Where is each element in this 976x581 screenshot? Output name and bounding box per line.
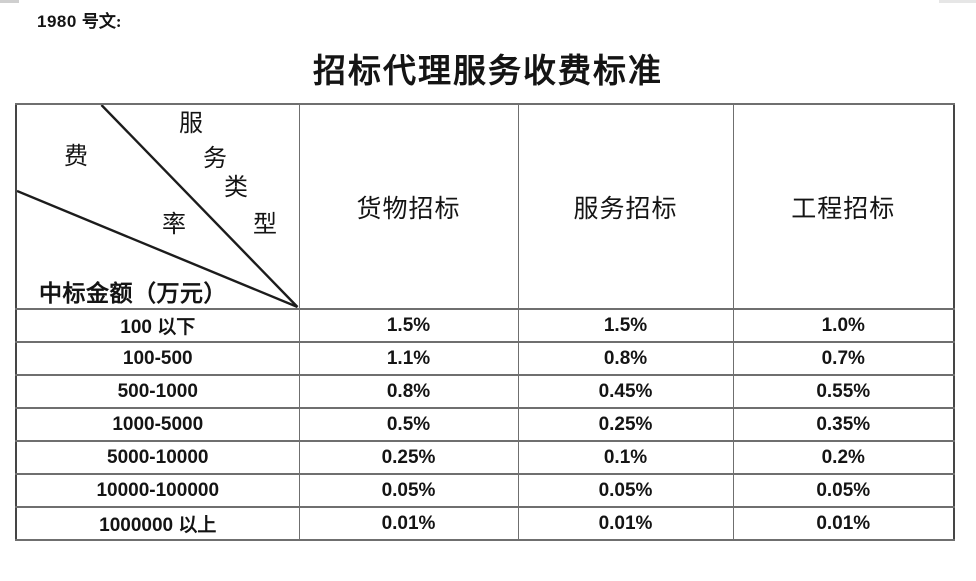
rate-cell-works: 0.55% (732, 374, 955, 409)
table-row: 500-1000 0.8% 0.45% 0.55% (15, 374, 955, 409)
table-row: 100-500 1.1% 0.8% 0.7% (15, 341, 955, 376)
rate-cell-works: 0.7% (732, 341, 955, 376)
amount-cell: 1000000 以上 (15, 506, 300, 541)
page-title: 招标代理服务收费标准 (313, 54, 663, 90)
table-row: 5000-10000 0.25% 0.1% 0.2% (15, 440, 955, 475)
rate-cell-works: 0.01% (732, 506, 955, 541)
scan-artifact-top-left (0, 0, 19, 3)
rate-cell-service: 0.01% (517, 506, 734, 541)
rate-cell-works: 0.05% (732, 473, 955, 508)
rate-cell-goods: 0.01% (298, 506, 519, 541)
column-header-service: 服务招标 (517, 103, 734, 310)
corner-col-axis-char: 务 (203, 146, 228, 172)
amount-cell: 5000-10000 (15, 440, 300, 475)
table-row: 100 以下 1.5% 1.5% 1.0% (15, 308, 955, 343)
amount-cell: 100 以下 (15, 308, 300, 343)
rate-cell-works: 1.0% (732, 308, 955, 343)
scan-artifact-top-right (939, 0, 976, 3)
doc-ref: 1980 号文: (37, 7, 122, 32)
rate-cell-goods: 0.8% (298, 374, 519, 409)
corner-col-axis-char: 型 (253, 212, 278, 238)
rate-cell-works: 0.2% (732, 440, 955, 475)
amount-cell: 100-500 (15, 341, 300, 376)
rate-cell-service: 0.05% (517, 473, 734, 508)
column-header-works: 工程招标 (732, 103, 955, 310)
doc-ref-suffix: 号文: (81, 12, 122, 31)
table-row: 1000000 以上 0.01% 0.01% 0.01% (15, 506, 955, 541)
column-header-goods: 货物招标 (298, 103, 519, 310)
rate-cell-goods: 0.05% (298, 473, 519, 508)
doc-ref-number: 1980 (37, 12, 77, 31)
rate-cell-goods: 1.1% (298, 341, 519, 376)
diagonal-divider-lines (17, 105, 299, 308)
amount-cell: 1000-5000 (15, 407, 300, 442)
corner-value-axis-char: 率 (162, 212, 187, 238)
rate-cell-service: 0.25% (517, 407, 734, 442)
header-row: 服 务 类 型 费 率 中标金额（万元） 货物招标 服务招标 工程招标 (15, 103, 955, 310)
rate-cell-service: 0.8% (517, 341, 734, 376)
rate-cell-service: 0.45% (517, 374, 734, 409)
corner-header-cell: 服 务 类 型 费 率 中标金额（万元） (15, 103, 300, 310)
rate-cell-service: 0.1% (517, 440, 734, 475)
corner-value-axis-char: 费 (64, 144, 89, 170)
amount-cell: 10000-100000 (15, 473, 300, 508)
table-row: 1000-5000 0.5% 0.25% 0.35% (15, 407, 955, 442)
corner-row-axis-label: 中标金额（万元） (39, 281, 227, 306)
rate-cell-service: 1.5% (517, 308, 734, 343)
rate-cell-goods: 0.5% (298, 407, 519, 442)
amount-cell: 500-1000 (15, 374, 300, 409)
rate-cell-works: 0.35% (732, 407, 955, 442)
rate-cell-goods: 0.25% (298, 440, 519, 475)
rate-cell-goods: 1.5% (298, 308, 519, 343)
fee-table: 服 务 类 型 费 率 中标金额（万元） 货物招标 服务招标 工程招标 100 … (15, 103, 955, 541)
corner-col-axis-char: 服 (179, 111, 204, 137)
table-row: 10000-100000 0.05% 0.05% 0.05% (15, 473, 955, 508)
corner-col-axis-char: 类 (224, 175, 249, 201)
